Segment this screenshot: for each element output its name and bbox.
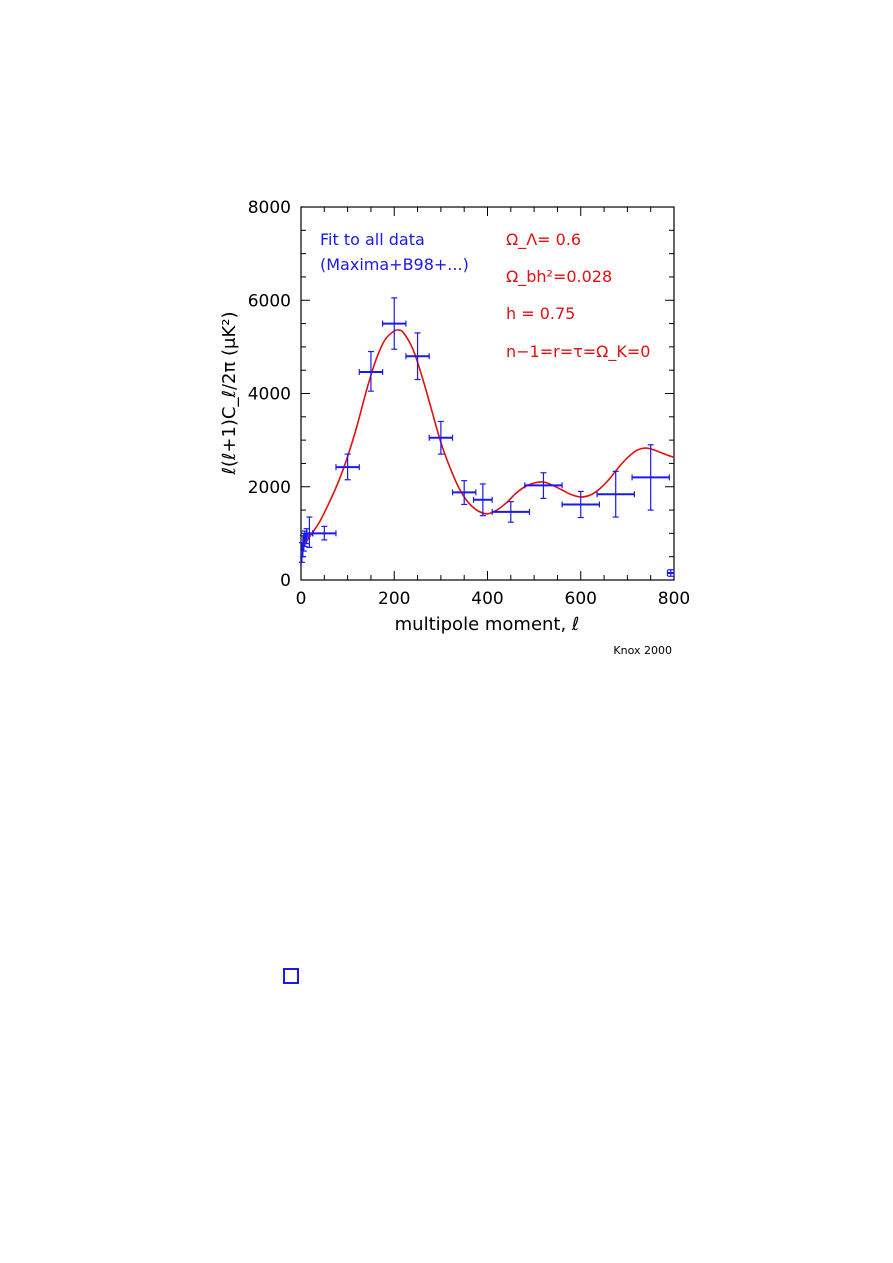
y-tick-label: 6000: [248, 291, 291, 311]
data-point: [596, 470, 635, 518]
x-tick-label: 200: [378, 589, 410, 609]
data-point: [524, 472, 563, 500]
data-point: [451, 480, 477, 506]
y-tick-labels: 0 2000 4000 6000 8000: [248, 198, 291, 591]
param-omega-b: Ω_bh²=0.028: [506, 267, 612, 287]
y-tick-label: 2000: [248, 478, 291, 498]
x-tick-label: 400: [471, 589, 503, 609]
x-axis-title: multipole moment, ℓ: [395, 614, 580, 635]
param-hubble: h = 0.75: [506, 304, 575, 323]
y-tick-label: 8000: [248, 198, 291, 218]
data-point: [561, 490, 601, 519]
credit-label: Knox 2000: [613, 644, 672, 657]
param-other: n−1=r=τ=Ω_K=0: [506, 342, 650, 362]
x-tick-label: 800: [658, 589, 690, 609]
fit-label-line2: (Maxima+B98+...): [320, 255, 469, 274]
data-point: [631, 444, 670, 511]
data-point: [666, 569, 675, 577]
data-points: [298, 297, 675, 577]
data-point: [491, 501, 531, 523]
data-point: [335, 453, 360, 481]
x-tick-label: 600: [565, 589, 597, 609]
data-point: [405, 332, 430, 381]
fit-label-line1: Fit to all data: [320, 230, 425, 249]
y-tick-label: 4000: [248, 385, 291, 405]
y-tick-label: 0: [280, 571, 291, 591]
param-omega-lambda: Ω_Λ= 0.6: [506, 230, 581, 250]
data-point: [312, 525, 337, 541]
y-axis-title: ℓ(ℓ+1)C_ℓ/2π (μK²): [219, 311, 240, 475]
x-tick-label: 0: [296, 589, 307, 609]
data-point: [381, 297, 407, 350]
data-point: [305, 516, 314, 548]
data-point: [428, 420, 454, 455]
data-point: [472, 483, 493, 517]
x-tick-labels: 0 200 400 600 800: [296, 589, 691, 609]
fit-curve: [301, 329, 675, 551]
square-marker-icon: [283, 968, 299, 984]
data-point: [358, 350, 384, 392]
